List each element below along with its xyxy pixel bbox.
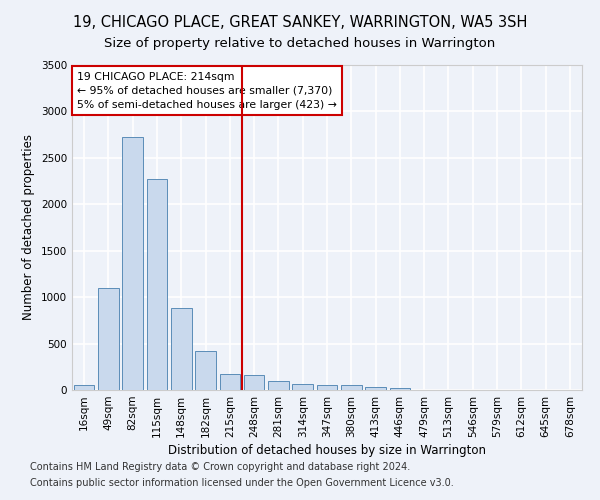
Text: 19, CHICAGO PLACE, GREAT SANKEY, WARRINGTON, WA5 3SH: 19, CHICAGO PLACE, GREAT SANKEY, WARRING… bbox=[73, 15, 527, 30]
Bar bbox=[341, 386, 362, 390]
Y-axis label: Number of detached properties: Number of detached properties bbox=[22, 134, 35, 320]
Bar bbox=[146, 179, 167, 390]
Bar bbox=[74, 385, 94, 390]
Bar bbox=[244, 374, 265, 390]
Text: 19 CHICAGO PLACE: 214sqm
← 95% of detached houses are smaller (7,370)
5% of semi: 19 CHICAGO PLACE: 214sqm ← 95% of detach… bbox=[77, 72, 337, 110]
Bar bbox=[122, 138, 143, 390]
Bar bbox=[98, 288, 119, 390]
Bar bbox=[220, 374, 240, 390]
X-axis label: Distribution of detached houses by size in Warrington: Distribution of detached houses by size … bbox=[168, 444, 486, 457]
Text: Contains public sector information licensed under the Open Government Licence v3: Contains public sector information licen… bbox=[30, 478, 454, 488]
Bar bbox=[268, 381, 289, 390]
Text: Contains HM Land Registry data © Crown copyright and database right 2024.: Contains HM Land Registry data © Crown c… bbox=[30, 462, 410, 472]
Bar bbox=[365, 387, 386, 390]
Text: Size of property relative to detached houses in Warrington: Size of property relative to detached ho… bbox=[104, 38, 496, 51]
Bar bbox=[195, 351, 216, 390]
Bar bbox=[171, 308, 191, 390]
Bar bbox=[389, 388, 410, 390]
Bar bbox=[292, 384, 313, 390]
Bar bbox=[317, 386, 337, 390]
